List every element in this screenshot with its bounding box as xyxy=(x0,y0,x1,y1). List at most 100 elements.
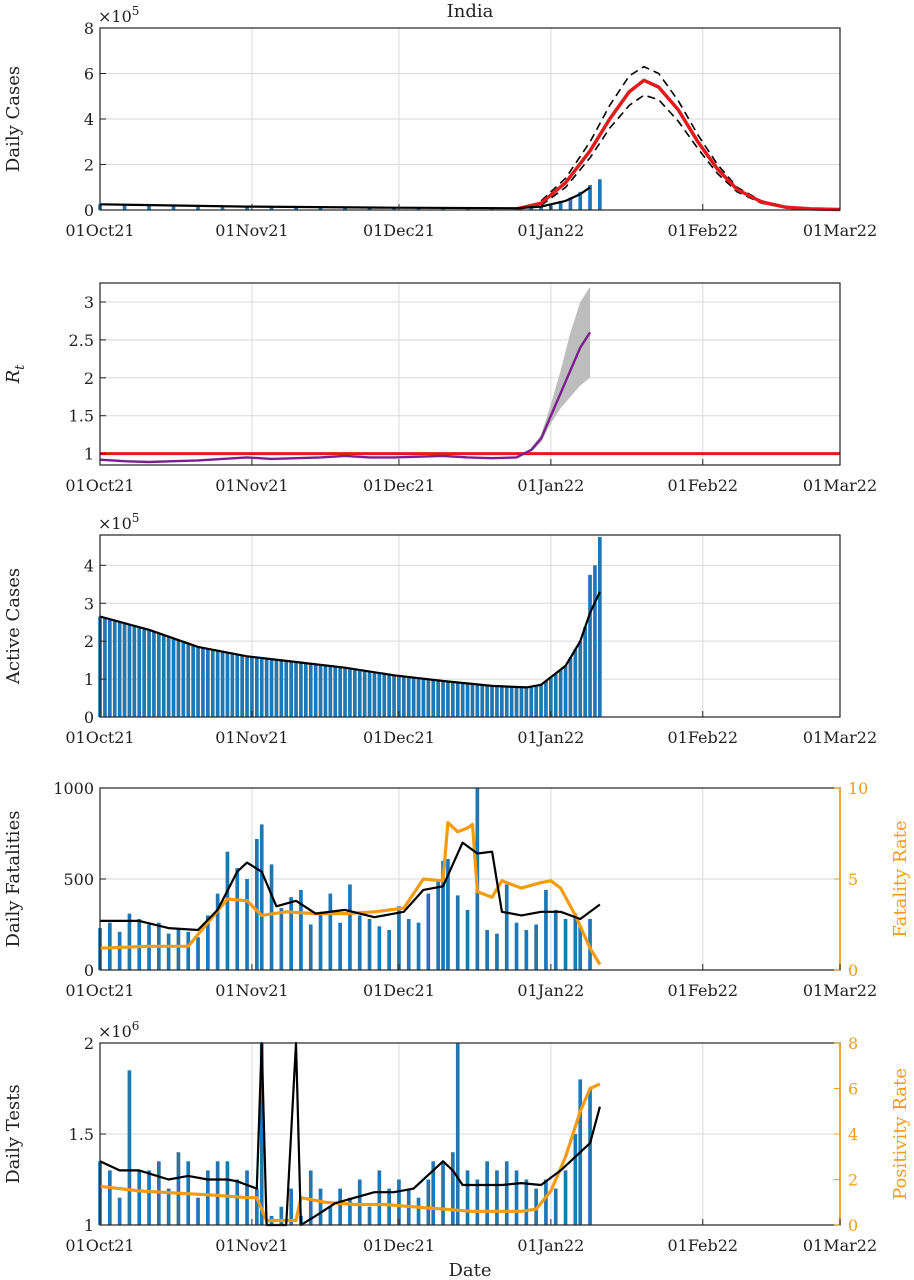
tests-ylabel-right: Positivity Rate xyxy=(890,1068,911,1200)
fatalities-bar xyxy=(446,859,450,970)
active-bar xyxy=(269,659,274,717)
cases-bar xyxy=(294,207,298,210)
tests-bar xyxy=(328,1206,333,1225)
active-bar xyxy=(544,681,548,717)
fatalities-bar xyxy=(166,933,171,970)
active-bar xyxy=(240,655,244,717)
tests-bar xyxy=(588,1088,592,1225)
active-bar xyxy=(304,663,308,717)
active-bar xyxy=(353,669,357,717)
tests-bar xyxy=(553,1188,558,1225)
tests-bar xyxy=(235,1179,240,1225)
tests-bar xyxy=(289,1188,293,1225)
cases-bar xyxy=(171,205,176,210)
tests-bar xyxy=(357,1179,362,1225)
active-bar xyxy=(406,677,411,717)
active-bar xyxy=(578,641,583,717)
active-bar xyxy=(171,638,176,717)
rt-ytick-label: 1 xyxy=(84,445,94,464)
cases-bar xyxy=(568,197,573,210)
tests-xtick-label: 01Mar22 xyxy=(803,1236,877,1255)
active-bar xyxy=(421,678,426,717)
active-bar xyxy=(529,686,534,717)
tests-ytick-right-label: 4 xyxy=(848,1125,858,1144)
active-bar xyxy=(210,649,215,717)
tests-bar xyxy=(166,1188,171,1225)
fatalities-bar xyxy=(279,908,284,970)
fatalities-bar xyxy=(215,893,220,970)
cases-ytick-label: 6 xyxy=(84,65,94,84)
chart-title: India xyxy=(447,1,494,22)
cases-xtick-label: 01Nov21 xyxy=(215,221,288,240)
tests-ytick-right-label: 6 xyxy=(848,1080,858,1099)
active-smooth-line xyxy=(99,591,601,689)
active-bar xyxy=(235,654,240,717)
active-bar xyxy=(308,663,313,717)
tests-bar xyxy=(455,1043,460,1225)
active-bar xyxy=(377,673,382,717)
active-bar xyxy=(411,677,416,717)
tests-bar xyxy=(127,1070,132,1225)
fatalities-bar xyxy=(377,926,382,970)
fatalities-bar xyxy=(416,922,421,970)
active-bar xyxy=(152,631,156,717)
active-xtick-label: 01Jan22 xyxy=(517,728,584,747)
rt-xtick-label: 01Nov21 xyxy=(215,476,288,495)
cases-bar xyxy=(441,208,445,210)
active-bar xyxy=(392,675,396,717)
active-bar xyxy=(593,565,597,717)
active-ytick-label: 0 xyxy=(84,708,94,727)
fatalities-ylabel: Daily Fatalities xyxy=(3,811,24,948)
rt-xtick-label: 01Oct21 xyxy=(65,476,134,495)
fatalities-bar xyxy=(441,860,445,970)
tests-smooth-line xyxy=(99,1041,601,1227)
rt-xtick-label: 01Mar22 xyxy=(803,476,877,495)
active-bar xyxy=(343,667,347,717)
fatalities-bar xyxy=(397,906,401,970)
tests-bar xyxy=(338,1188,342,1225)
tests-bar xyxy=(495,1170,499,1225)
rt-ytick-label: 2.5 xyxy=(69,331,94,350)
active-bar xyxy=(117,621,122,717)
fatalities-bar xyxy=(504,884,509,970)
cases-bar xyxy=(245,206,249,210)
tests-ytick-label: 1 xyxy=(84,1216,94,1235)
active-bar xyxy=(362,670,367,717)
fatalities-bar xyxy=(348,884,352,970)
fatalities-bar xyxy=(465,909,470,970)
active-bar xyxy=(485,685,489,717)
tests-xtick-label: 01Feb22 xyxy=(667,1236,738,1255)
active-bar xyxy=(500,686,504,717)
active-bar xyxy=(441,681,445,717)
tests-bar xyxy=(563,1170,568,1225)
cases-bar xyxy=(465,208,470,210)
active-bar xyxy=(509,686,514,717)
active-xtick-label: 01Dec21 xyxy=(363,728,435,747)
fatalities-bar xyxy=(308,924,313,970)
cases-bar xyxy=(416,208,421,210)
active-bar xyxy=(519,687,524,717)
cases-ylabel: Daily Cases xyxy=(3,66,24,172)
fatalities-xtick-label: 01Dec21 xyxy=(363,981,435,1000)
tests-bar xyxy=(108,1170,112,1225)
cases-bar xyxy=(147,205,151,210)
cases-bar xyxy=(558,200,563,210)
active-bar xyxy=(451,682,455,717)
tests-bar xyxy=(504,1161,509,1225)
cases-bar xyxy=(196,206,200,210)
tests-bar xyxy=(514,1170,519,1225)
rt-xtick-label: 01Dec21 xyxy=(363,476,435,495)
tests-bar xyxy=(255,1188,259,1225)
active-ylabel: Active Cases xyxy=(3,568,24,685)
fatalities-bar xyxy=(524,930,529,970)
tests-bar xyxy=(377,1170,382,1225)
active-bar xyxy=(588,574,592,717)
cases-xtick-label: 01Mar22 xyxy=(803,221,877,240)
fatalities-bar xyxy=(289,897,293,970)
fatalities-bar xyxy=(455,895,460,970)
tests-bar xyxy=(397,1179,401,1225)
tests-exponent-label: ×106 xyxy=(98,1019,139,1041)
fatalities-ytick-label: 0 xyxy=(84,961,94,980)
fatalities-bar xyxy=(328,893,333,970)
